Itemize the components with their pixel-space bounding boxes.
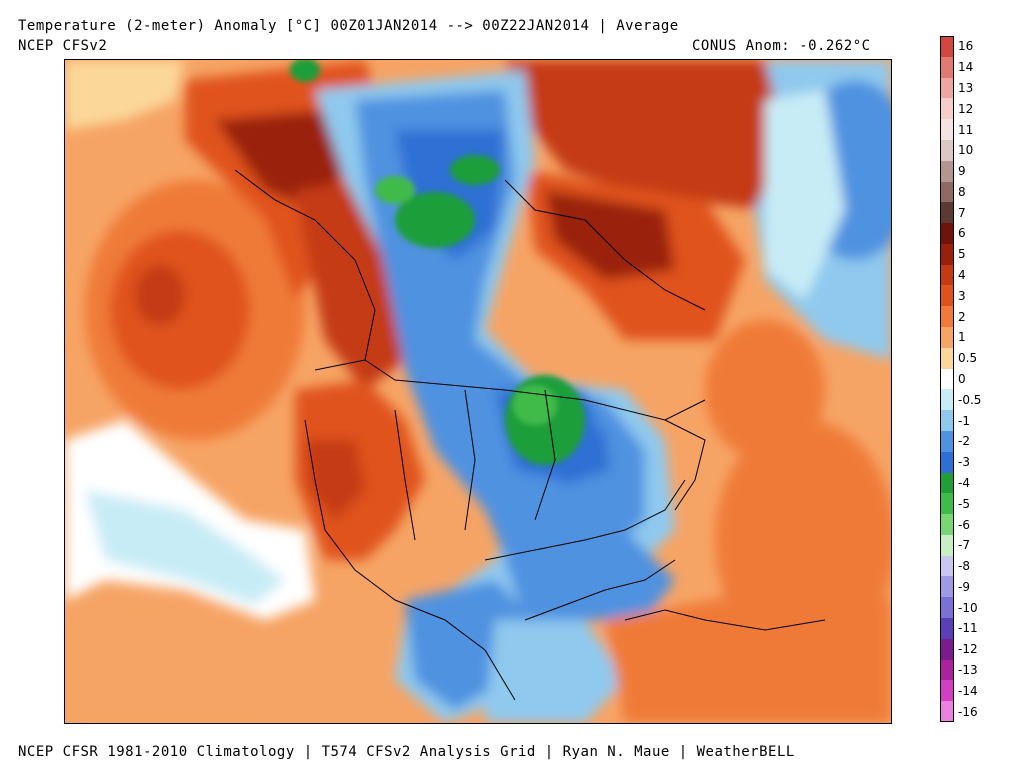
colorbar-label: 6 (958, 226, 966, 241)
colorbar-label: 3 (958, 288, 966, 303)
colorbar-label: 13 (958, 80, 974, 95)
colorbar-label: -3 (958, 455, 970, 470)
colorbar-swatch (940, 327, 954, 349)
colorbar-label: -7 (958, 538, 970, 553)
colorbar-label: 8 (958, 184, 966, 199)
colorbar-label: 0 (958, 372, 966, 386)
colorbar-label: -5 (958, 496, 970, 511)
colorbar-swatch (940, 347, 954, 370)
colorbar-swatch (940, 618, 954, 640)
colorbar-swatch (940, 514, 954, 536)
colorbar-label: -10 (958, 600, 978, 615)
colorbar-swatch (940, 410, 954, 432)
colorbar-label: 16 (958, 39, 974, 54)
colorbar-label: -1 (958, 413, 970, 428)
colorbar-label: 11 (958, 122, 974, 137)
colorbar-swatch (940, 160, 954, 182)
colorbar-swatch (940, 430, 954, 453)
colorbar-label: -16 (958, 704, 978, 719)
colorbar-label: 10 (958, 143, 974, 158)
footer-credits: NCEP CFSR 1981-2010 Climatology | T574 C… (18, 744, 795, 760)
colorbar-swatch (940, 56, 954, 79)
colorbar-label: -12 (958, 642, 978, 657)
colorbar-label: 7 (958, 205, 966, 220)
colorbar-swatch (940, 181, 954, 203)
colorbar-label: -14 (958, 683, 978, 698)
colorbar-swatch (940, 139, 954, 162)
colorbar-swatch (940, 368, 954, 390)
colorbar-swatch (940, 472, 954, 494)
colorbar-label: 12 (958, 101, 974, 116)
colorbar-swatch (940, 264, 954, 286)
colorbar-label: -6 (958, 517, 970, 532)
colorbar-swatch (940, 493, 954, 515)
colorbar-swatch (940, 389, 954, 411)
colorbar-swatch (940, 36, 954, 58)
colorbar-label: -2 (958, 434, 970, 449)
colorbar-swatch (940, 306, 954, 328)
colorbar (940, 36, 954, 723)
colorbar-swatch (940, 77, 954, 99)
colorbar-swatch (940, 701, 954, 723)
colorbar-label: 2 (958, 309, 966, 324)
colorbar-label: 1 (958, 330, 966, 345)
boundary-lines (234, 169, 826, 701)
colorbar-swatch (940, 576, 954, 598)
colorbar-swatch (940, 223, 954, 245)
map-title: Temperature (2-meter) Anomaly [°C] 00Z01… (18, 18, 679, 34)
colorbar-label: -4 (958, 475, 970, 490)
colorbar-label: 0.5 (958, 351, 978, 366)
colorbar-swatch (940, 451, 954, 474)
anomaly-map-canvas (65, 60, 891, 723)
colorbar-label: 9 (958, 164, 966, 179)
colorbar-swatch (940, 285, 954, 307)
colorbar-label: -8 (958, 559, 970, 574)
colorbar-swatch (940, 680, 954, 702)
colorbar-label: 14 (958, 60, 974, 75)
colorbar-swatch (940, 659, 954, 681)
colorbar-swatch (940, 597, 954, 619)
colorbar-swatch (940, 555, 954, 577)
colorbar-swatch (940, 534, 954, 557)
colorbar-label: 5 (958, 247, 966, 262)
conus-anomaly-label: CONUS Anom: -0.262°C (692, 38, 871, 54)
anomaly-map (64, 59, 892, 724)
colorbar-label: 4 (958, 268, 966, 283)
colorbar-swatch (940, 243, 954, 266)
colorbar-swatch (940, 202, 954, 224)
colorbar-label: -0.5 (958, 392, 982, 407)
model-label: NCEP CFSv2 (18, 38, 108, 54)
colorbar-swatch (940, 98, 954, 120)
colorbar-label: -9 (958, 579, 970, 594)
colorbar-swatch (940, 119, 954, 141)
colorbar-label: -13 (958, 663, 978, 678)
colorbar-label: -11 (958, 621, 978, 636)
colorbar-swatch (940, 638, 954, 661)
